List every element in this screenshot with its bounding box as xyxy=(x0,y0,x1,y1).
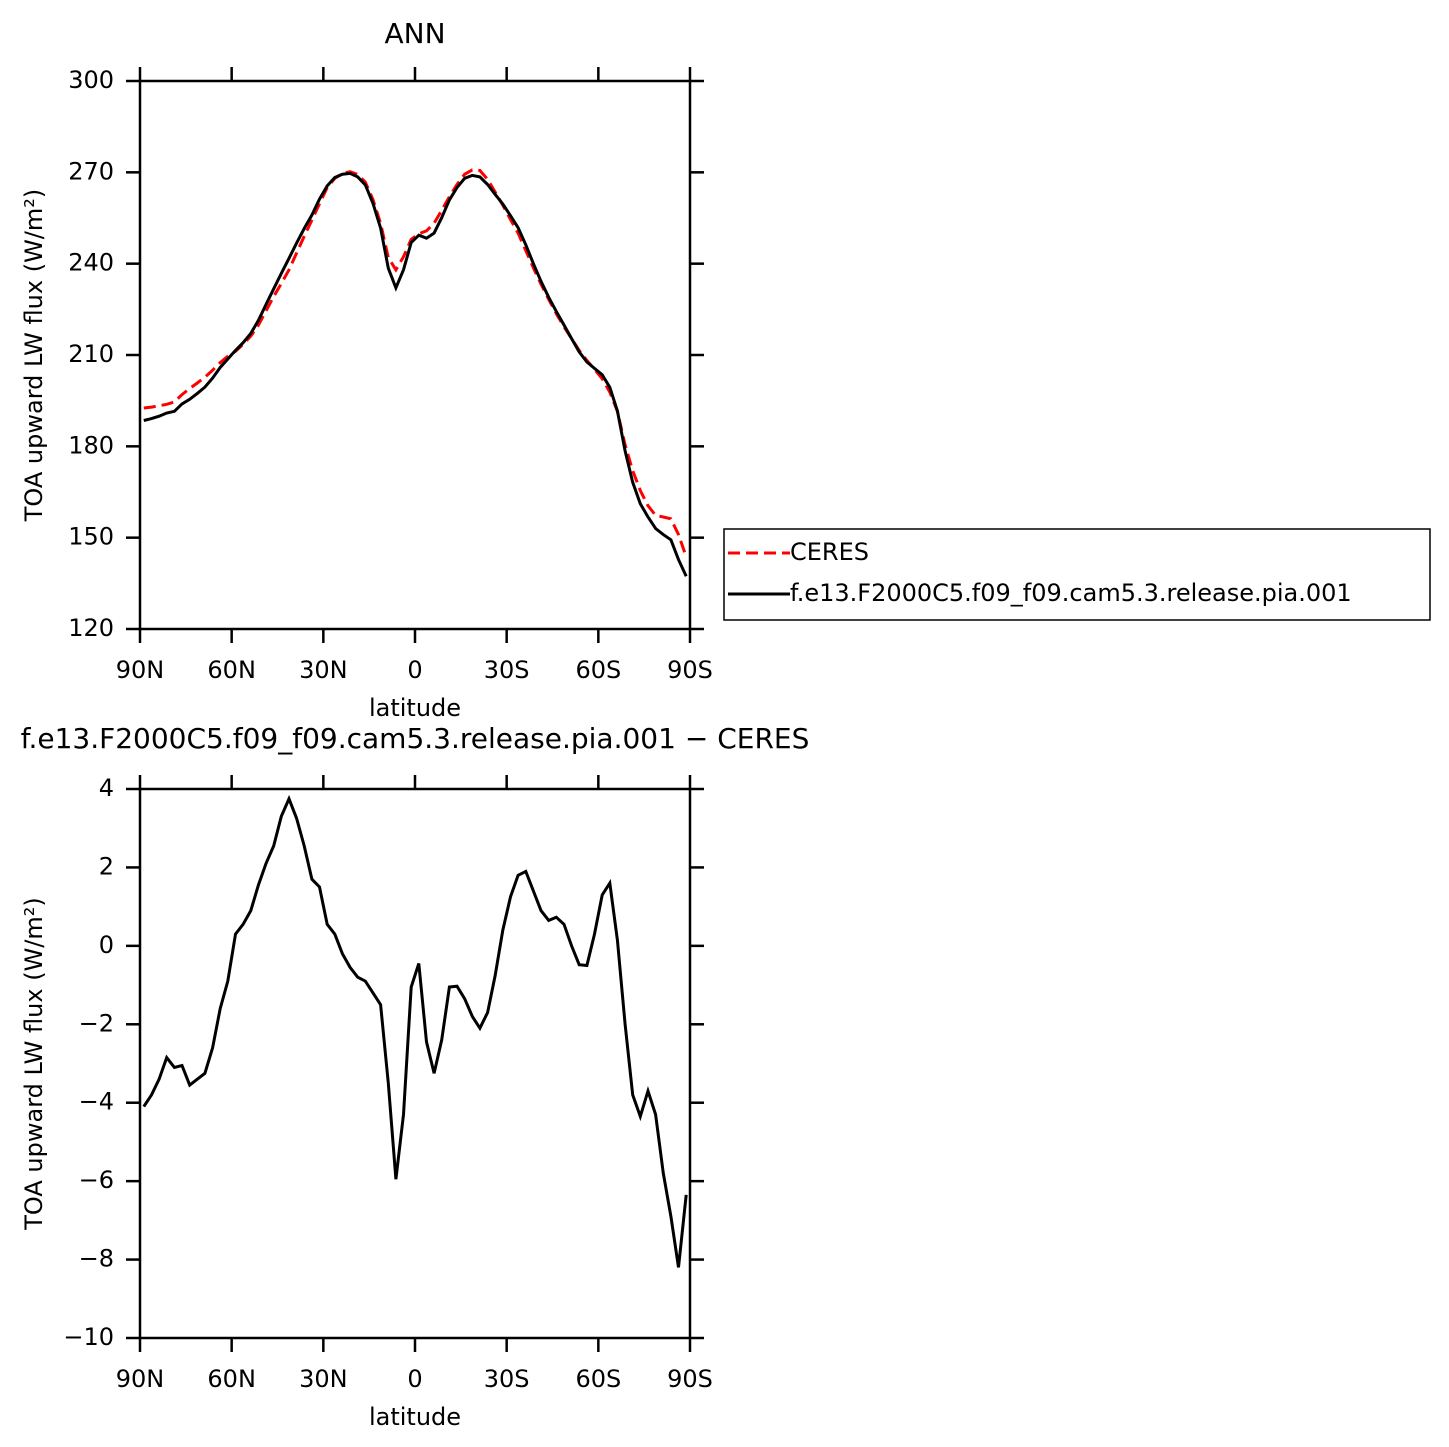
y-tick-label: 120 xyxy=(68,614,114,642)
legend-box xyxy=(723,528,1431,621)
x-tick-label: 30N xyxy=(299,1365,348,1393)
x-tick-label: 90S xyxy=(667,656,713,684)
data-line xyxy=(143,171,688,577)
chart-title: ANN xyxy=(384,17,445,50)
y-tick-label: 4 xyxy=(99,774,114,802)
y-tick-label: 270 xyxy=(68,157,114,185)
y-axis-label: TOA upward LW flux (W/m²) xyxy=(20,897,48,1231)
y-tick-label: 0 xyxy=(99,931,114,959)
x-tick-label: 60N xyxy=(207,656,256,684)
y-tick-label: 240 xyxy=(68,249,114,277)
y-tick-label: −6 xyxy=(79,1166,114,1194)
x-tick-label: 90S xyxy=(667,1365,713,1393)
y-tick-label: −2 xyxy=(79,1009,114,1037)
y-tick-label: 2 xyxy=(99,852,114,880)
y-tick-label: 210 xyxy=(68,340,114,368)
y-axis-label: TOA upward LW flux (W/m²) xyxy=(20,189,48,523)
legend-label: CERES xyxy=(790,538,869,566)
x-tick-label: 30S xyxy=(484,656,530,684)
plot-frame xyxy=(138,79,692,631)
x-tick-label: 60N xyxy=(207,1365,256,1393)
y-tick-label: −8 xyxy=(79,1245,114,1273)
x-axis-label: latitude xyxy=(369,1403,461,1431)
y-tick-label: −10 xyxy=(63,1323,114,1351)
y-tick-label: 180 xyxy=(68,431,114,459)
y-tick-label: −4 xyxy=(79,1088,114,1116)
y-tick-label: 150 xyxy=(68,523,114,551)
x-tick-label: 90N xyxy=(116,656,165,684)
x-tick-label: 60S xyxy=(575,1365,621,1393)
x-tick-label: 0 xyxy=(407,1365,422,1393)
x-tick-label: 30S xyxy=(484,1365,530,1393)
y-tick-label: 300 xyxy=(68,66,114,94)
legend-label: f.e13.F2000C5.f09_f09.cam5.3.release.pia… xyxy=(790,579,1352,607)
x-tick-label: 90N xyxy=(116,1365,165,1393)
plot-frame xyxy=(138,787,692,1340)
data-line xyxy=(142,794,688,1268)
chart-title: f.e13.F2000C5.f09_f09.cam5.3.release.pia… xyxy=(21,722,810,755)
x-axis-label: latitude xyxy=(369,694,461,722)
x-tick-label: 60S xyxy=(575,656,621,684)
x-tick-label: 0 xyxy=(407,656,422,684)
x-tick-label: 30N xyxy=(299,656,348,684)
